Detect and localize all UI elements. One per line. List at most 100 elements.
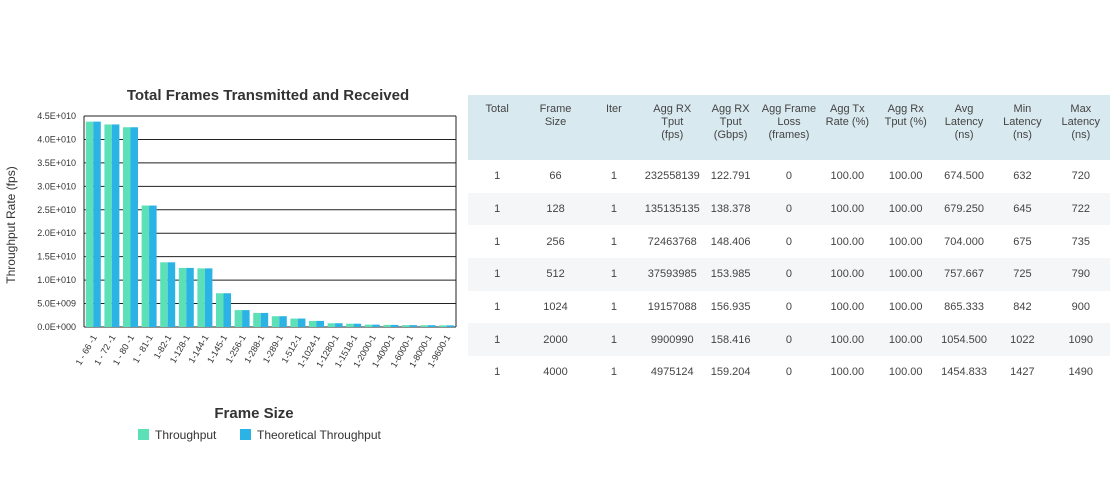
column-header-line: Max Latency — [1061, 103, 1101, 128]
table-cell: 1 — [494, 235, 501, 248]
x-axis-label: Frame Size — [214, 405, 293, 422]
bar-throughput — [123, 127, 131, 328]
table-cell: 128 — [526, 192, 585, 226]
bar-theoretical-throughput — [297, 318, 306, 327]
table-cell: 156.935 — [710, 301, 751, 314]
column-header: Agg Frame Loss (frames) — [759, 95, 819, 160]
bar-throughput — [216, 293, 224, 327]
column-header: Min Latency (ns) — [993, 95, 1052, 160]
results-table: Total Frame Size Iter Agg RX Tput (fps) Agg RX T… — [468, 95, 1110, 389]
y-tick-label: 5.0E+009 — [37, 299, 76, 309]
table-cell: 1 — [468, 323, 527, 357]
table-cell: 1 — [584, 258, 644, 291]
column-header-line: Loss — [777, 116, 801, 128]
table-row: 1 128 1 135135135 138.378 0 100.00 100.00 679.25… — [468, 192, 1110, 226]
table-cell: 1 — [494, 301, 501, 314]
table-cell: 100.00 — [888, 170, 923, 183]
bar-throughput — [383, 324, 391, 327]
bar-throughput — [104, 124, 112, 327]
table-cell: 100.00 — [818, 258, 877, 291]
bar-theoretical-throughput — [446, 325, 455, 327]
table-cell: 138.378 — [701, 192, 760, 226]
legend-label-throughput: Throughput — [155, 428, 217, 442]
chart-bars — [85, 121, 455, 328]
table-cell: 100.00 — [876, 192, 935, 226]
table-cell: 0 — [759, 323, 819, 357]
table-cell: 725 — [993, 258, 1052, 291]
column-header-line: Frame — [539, 103, 572, 115]
table-cell: 1 — [468, 258, 527, 291]
column-header: Avg Latency (ns) — [934, 95, 994, 160]
table-cell: 1 — [610, 235, 617, 248]
chart-gridlines — [84, 115, 456, 328]
column-header-line: Agg RX — [711, 103, 750, 115]
table-cell: 100.00 — [818, 192, 877, 226]
y-tick-label: 0.0E+000 — [37, 322, 76, 332]
column-header-line: Avg Latency — [944, 103, 984, 128]
table-cell: 735 — [1071, 235, 1090, 248]
column-header-line: (ns) — [1012, 129, 1032, 141]
bar-throughput — [439, 325, 447, 327]
column-header-line: (fps) — [661, 129, 684, 141]
column-header-line: (frames) — [768, 129, 810, 141]
y-tick-label: 2.5E+010 — [37, 205, 76, 215]
legend-label-theoretical-throughput: Theoretical Throughput — [257, 428, 382, 442]
bar-throughput — [364, 324, 373, 327]
column-header-line: Tput (%) — [884, 116, 927, 128]
column-header-line: Agg Frame — [761, 103, 817, 115]
table-cell: 679.250 — [934, 192, 994, 226]
bar-theoretical-throughput — [149, 205, 157, 327]
column-header: Agg Rx Tput (%) — [876, 95, 935, 160]
bar-theoretical-throughput — [316, 320, 324, 327]
table-cell: 66 — [549, 170, 562, 183]
bar-theoretical-throughput — [335, 323, 343, 327]
table-cell: 100.00 — [888, 366, 923, 379]
column-header-line: Total — [485, 103, 509, 115]
column-header-line: Tput — [719, 116, 742, 128]
table-cell: 100.00 — [876, 323, 935, 357]
table-cell: 1 — [610, 170, 617, 183]
table-cell: 148.406 — [710, 235, 751, 248]
bar-throughput — [141, 205, 150, 327]
table-cell: 0 — [759, 192, 819, 226]
bar-throughput — [290, 318, 298, 327]
table-cell: 100.00 — [830, 301, 865, 314]
table-header-row: Total Frame Size Iter Agg RX Tput (fps) Agg RX T… — [468, 95, 1110, 160]
column-header-line: (Gbps) — [713, 129, 748, 141]
bar-theoretical-throughput — [409, 325, 417, 327]
table-cell: 100.00 — [830, 170, 865, 183]
table-row: 1 2000 1 9900990 158.416 0 100.00 100.00 1054.50… — [468, 323, 1110, 357]
bar-throughput — [253, 312, 261, 327]
table-cell: 1 — [610, 366, 617, 379]
bar-theoretical-throughput — [93, 121, 101, 327]
table-cell: 158.416 — [701, 323, 760, 357]
column-header: Agg RX Tput (fps) — [643, 95, 702, 160]
column-header: Max Latency (ns) — [1051, 95, 1110, 160]
bar-theoretical-throughput — [204, 268, 213, 327]
table-cell: 19157088 — [647, 301, 697, 314]
bar-throughput — [402, 325, 410, 327]
table-cell: 135135135 — [643, 192, 702, 226]
column-header-line: Agg RX — [653, 103, 692, 115]
table-body: 1 66 1 232558139 122.791 0 100.00 100.00 674.500… — [468, 160, 1110, 389]
column-header-line: Agg Tx — [830, 103, 865, 115]
bar-throughput — [346, 323, 354, 327]
bar-throughput — [420, 325, 429, 327]
column-header: Total — [468, 95, 527, 160]
bar-theoretical-throughput — [242, 310, 250, 327]
column-header: Frame Size — [526, 95, 585, 160]
table-cell: 100.00 — [830, 366, 865, 379]
table-cell: 1024 — [543, 301, 568, 314]
table-cell: 675 — [1013, 235, 1032, 248]
bar-theoretical-throughput — [130, 127, 138, 328]
bar-theoretical-throughput — [279, 316, 287, 327]
table-cell: 100.00 — [818, 323, 877, 357]
table-cell: 900 — [1071, 301, 1090, 314]
table-cell: 9900990 — [643, 323, 702, 357]
bar-theoretical-throughput — [353, 323, 362, 327]
table-cell: 122.791 — [710, 170, 751, 183]
table-cell: 100.00 — [830, 235, 865, 248]
bar-throughput — [178, 267, 187, 327]
table-cell: 1 — [494, 170, 501, 183]
y-axis-label: Throughput Rate (fps) — [4, 166, 18, 283]
